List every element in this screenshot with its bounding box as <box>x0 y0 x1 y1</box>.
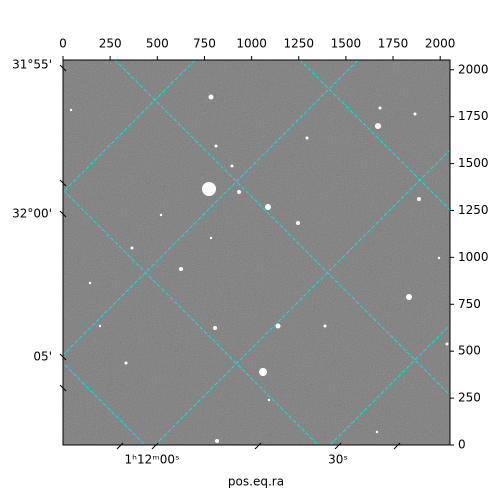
ra-dec-grid-line <box>329 324 450 445</box>
frame <box>62 59 451 446</box>
star <box>445 342 449 346</box>
ra-dec-grid-line <box>63 362 146 445</box>
star <box>305 136 309 140</box>
ra-dec-grid-line <box>154 149 450 445</box>
star <box>259 368 267 376</box>
ra-dec-grid-line <box>63 189 319 445</box>
star <box>209 236 213 240</box>
y-tick-label: 1250 <box>458 203 489 217</box>
star <box>375 430 379 434</box>
star <box>208 94 214 100</box>
star <box>265 204 271 210</box>
star <box>159 213 163 217</box>
star <box>69 108 73 112</box>
dec-tick-label: 05' <box>33 350 52 364</box>
star <box>375 123 381 129</box>
star <box>179 267 183 271</box>
wcs-tick <box>151 442 159 450</box>
star <box>378 106 382 110</box>
wcs-tick <box>59 64 67 72</box>
wcs-tick <box>59 179 67 187</box>
wcs-tick <box>59 210 67 218</box>
star <box>214 144 218 148</box>
y-tick-label: 750 <box>458 297 481 311</box>
ra-tick-label: 30ˢ <box>328 453 348 467</box>
star <box>230 164 234 168</box>
star <box>215 439 219 443</box>
star <box>237 190 241 194</box>
x-tick-label: 250 <box>99 37 122 51</box>
stars <box>69 94 449 443</box>
y-tick-label: 1000 <box>458 250 489 264</box>
wcs-tick <box>334 442 342 450</box>
dec-tick-label: 32°00' <box>12 207 52 221</box>
star <box>437 256 441 260</box>
star <box>417 197 421 201</box>
x-tick-label: 1000 <box>236 37 267 51</box>
x-tick-label: 750 <box>193 37 216 51</box>
wcs-tick <box>59 353 67 361</box>
star <box>202 182 216 196</box>
star <box>275 323 281 329</box>
star <box>124 361 128 365</box>
star <box>296 221 300 225</box>
star <box>406 294 412 300</box>
star <box>323 324 327 328</box>
wcs-tick <box>116 442 124 450</box>
ra-dec-grid-line <box>299 60 450 211</box>
dec-tick-label: 31°55' <box>12 58 52 72</box>
y-tick-label: 250 <box>458 391 481 405</box>
star <box>130 246 134 250</box>
x-tick-label: 500 <box>146 37 169 51</box>
x-axis-label: pos.eq.ra <box>228 475 284 489</box>
star <box>98 324 102 328</box>
x-tick-label: 1500 <box>331 37 362 51</box>
x-tick-label: 1750 <box>378 37 409 51</box>
wcs-tick <box>59 384 67 392</box>
image-noise <box>63 60 450 445</box>
y-tick-label: 1750 <box>458 109 489 123</box>
ra-dec-grid-line <box>63 60 196 193</box>
y-tick-label: 1500 <box>458 156 489 170</box>
star <box>213 326 217 330</box>
x-tick-label: 2000 <box>425 37 456 51</box>
wcs-tick <box>254 442 262 450</box>
x-tick-label: 0 <box>59 37 67 51</box>
star <box>267 398 271 402</box>
y-tick-label: 2000 <box>458 62 489 76</box>
star <box>88 281 92 285</box>
ra-dec-grid-line <box>114 60 450 396</box>
wcs-tick <box>393 442 401 450</box>
ra-tick-label: 1ʰ12ᵐ00ˢ <box>125 453 180 467</box>
y-tick-label: 0 <box>458 438 466 452</box>
ra-dec-grid-line <box>63 60 359 356</box>
x-tick-label: 1250 <box>283 37 314 51</box>
y-tick-label: 500 <box>458 344 481 358</box>
star <box>413 112 417 116</box>
